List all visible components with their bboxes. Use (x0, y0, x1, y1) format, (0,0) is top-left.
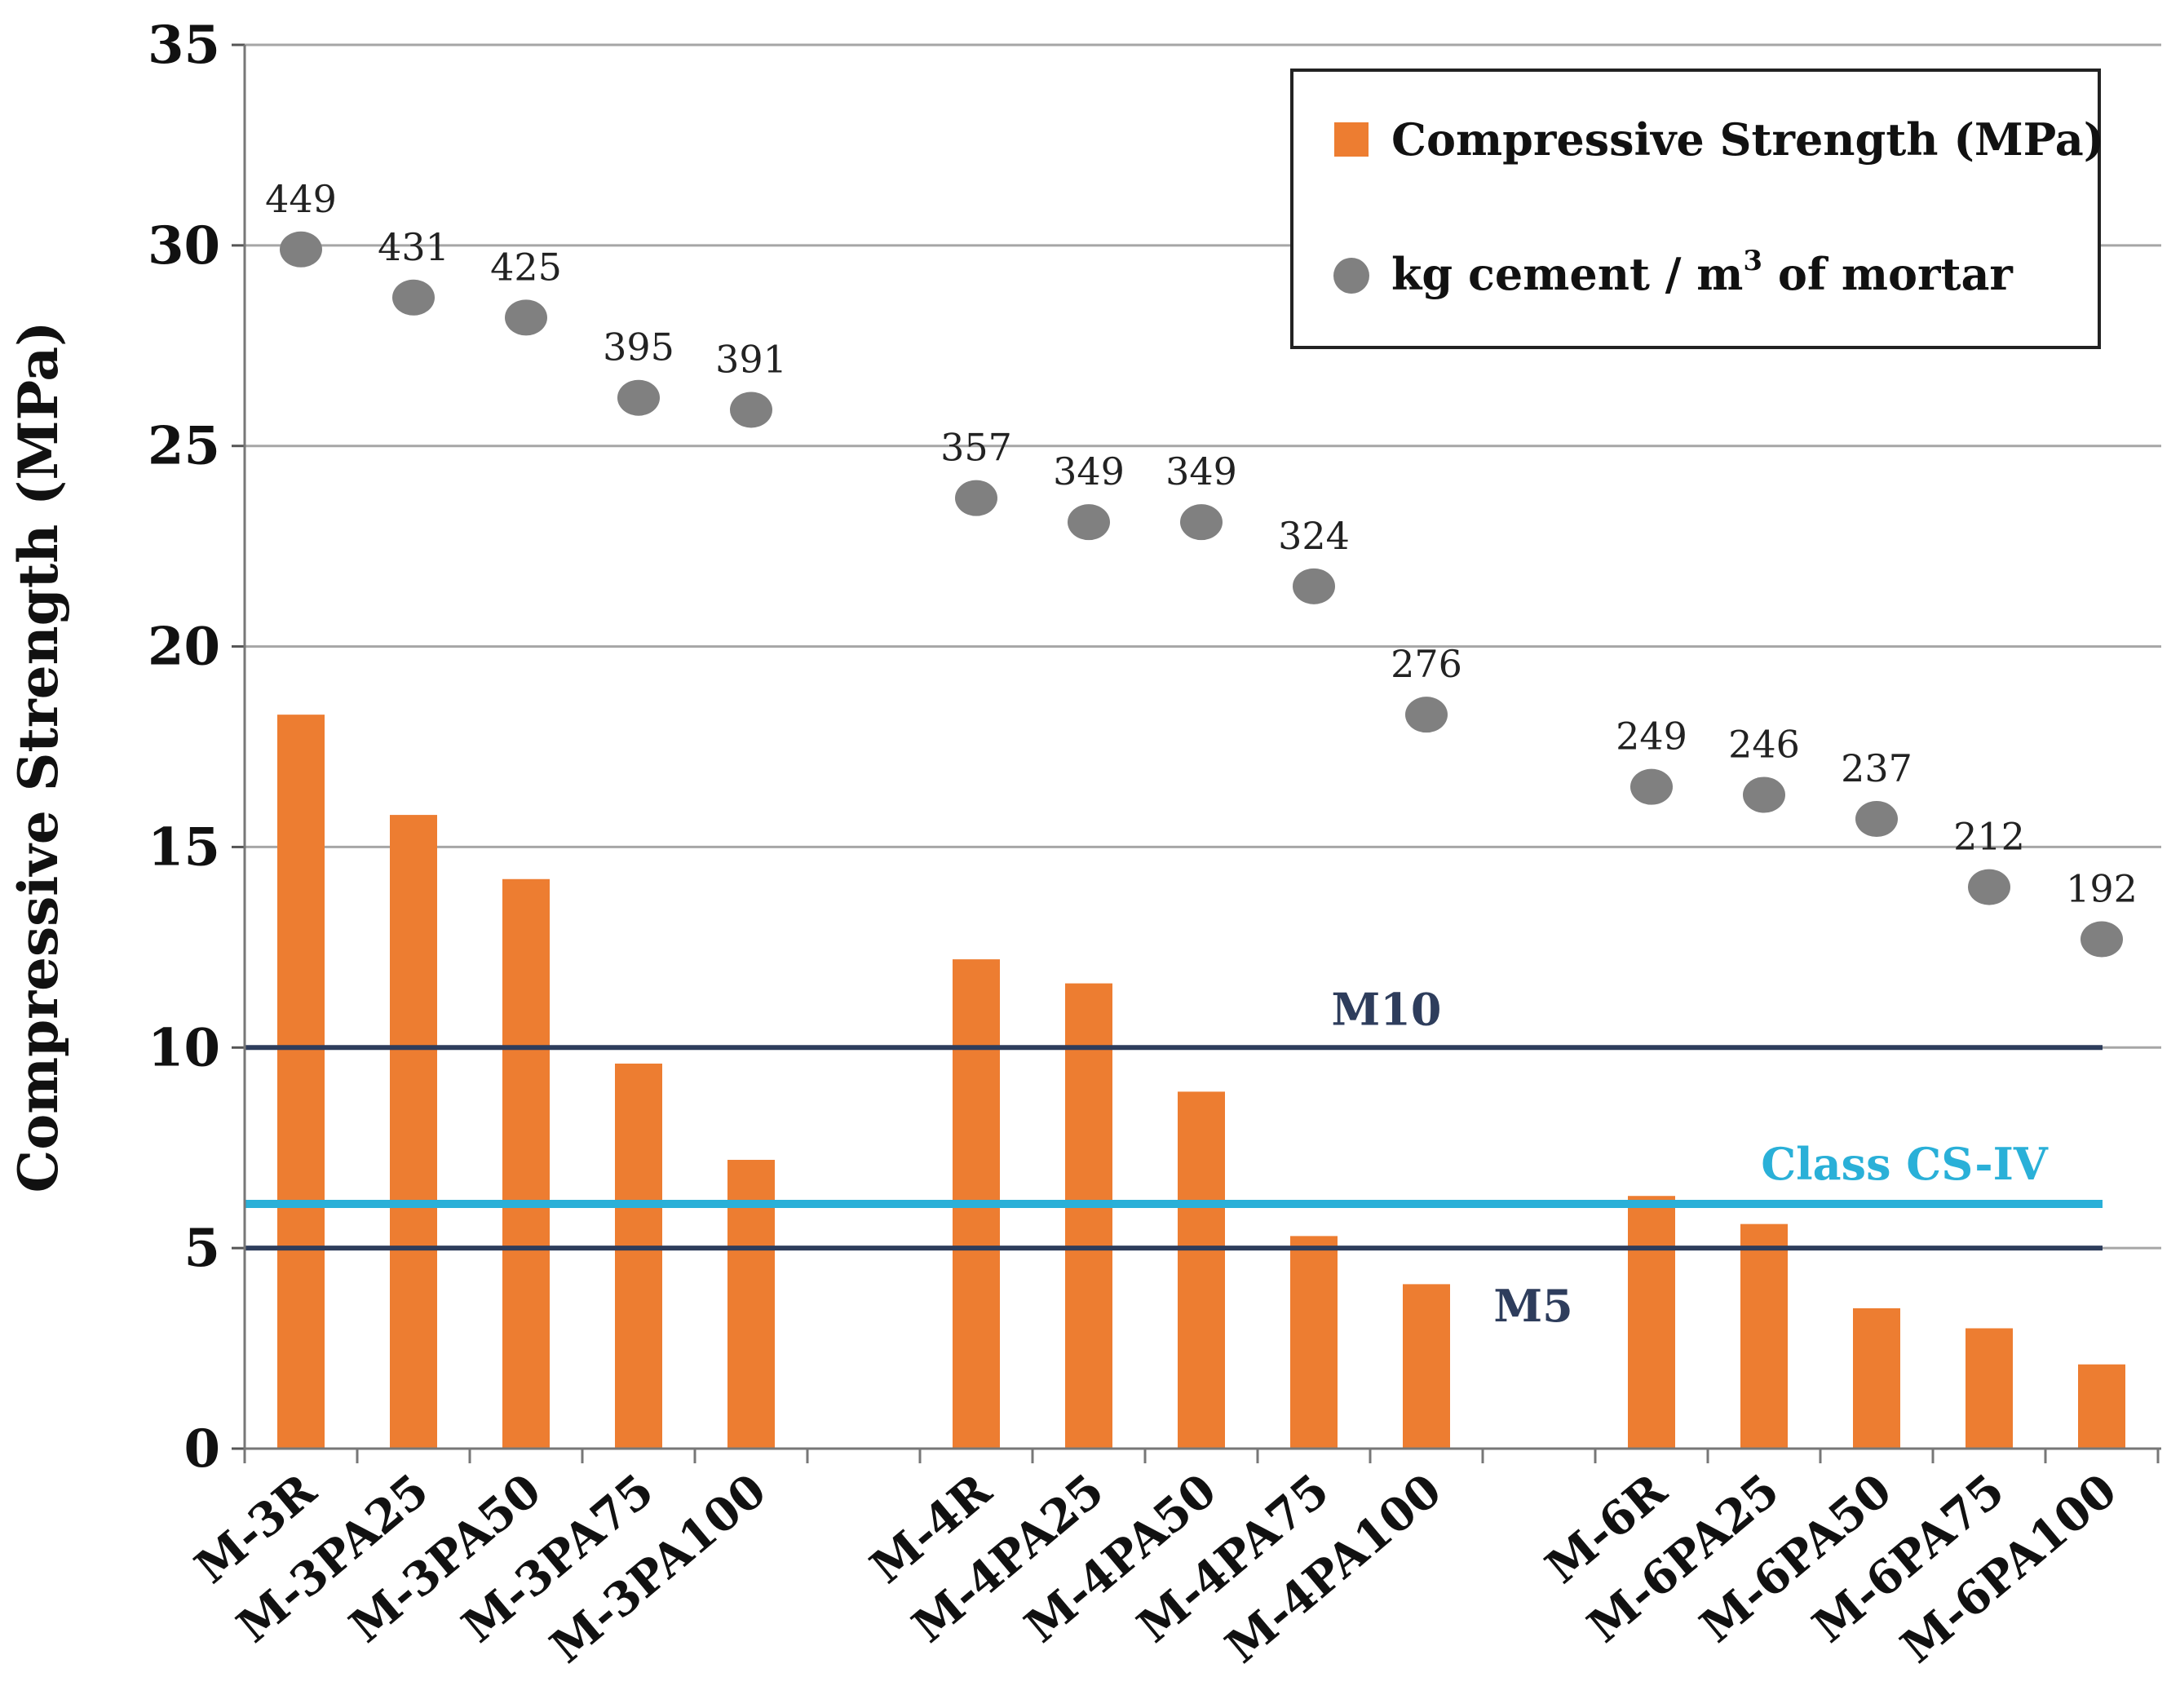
bar (1853, 1308, 1900, 1449)
bar (2078, 1364, 2125, 1449)
y-tick-label: 35 (148, 15, 220, 76)
point-data-label: 449 (265, 177, 337, 221)
bar (390, 815, 437, 1449)
y-tick-label: 0 (184, 1418, 220, 1480)
point (730, 392, 772, 428)
reference-line-label: Class CS-IV (1761, 1138, 2049, 1190)
reference-lines: M10 Class CS-IV M5 (245, 983, 2103, 1332)
bars (277, 715, 2125, 1449)
points: 449 431 425 395 391 357 349 349 324 276 249 246 237 2… (265, 177, 2138, 958)
point (955, 480, 997, 516)
y-axis-label: Compressive Strength (MPa) (7, 321, 70, 1193)
point (1068, 504, 1110, 541)
point-data-label: 324 (1278, 514, 1350, 558)
legend: Compressive Strength (MPa) kg cement / m… (1290, 69, 2104, 349)
bar (1403, 1284, 1450, 1449)
point-data-label: 395 (603, 325, 674, 369)
point (1180, 504, 1223, 541)
bar (1966, 1328, 2013, 1449)
point (617, 379, 660, 416)
axes (243, 45, 2161, 1463)
point (1743, 777, 1785, 813)
point-data-label: 212 (1953, 815, 2025, 859)
point (280, 231, 322, 268)
point (1293, 568, 1335, 604)
y-axis-ticks: 0 5 10 15 20 25 30 35 (148, 15, 245, 1480)
point (1630, 768, 1673, 805)
bar (1290, 1236, 1338, 1449)
bar (1740, 1223, 1788, 1449)
point-data-label: 425 (490, 245, 562, 289)
point-data-label: 349 (1165, 449, 1237, 493)
y-tick-label: 5 (184, 1218, 220, 1279)
y-tick-label: 25 (148, 416, 220, 477)
point-data-label: 391 (715, 337, 787, 381)
point-data-label: 431 (378, 225, 449, 269)
point (2081, 921, 2123, 958)
point-data-label: 192 (2066, 867, 2138, 911)
point-data-label: 349 (1053, 449, 1125, 493)
legend-point-label-sup: 3 (1743, 245, 1762, 277)
bar (1065, 983, 1112, 1449)
point (1968, 869, 2010, 905)
bar (1628, 1196, 1675, 1449)
bar (502, 878, 550, 1449)
legend-bar-label: Compressive Strength (MPa) (1391, 113, 2104, 166)
legend-bar-swatch (1334, 122, 1369, 157)
y-tick-label: 20 (148, 617, 220, 678)
legend-point-label: kg cement / m3 of mortar (1391, 245, 2013, 300)
y-tick-label: 30 (148, 215, 220, 277)
point (1405, 697, 1448, 733)
y-tick-label: 15 (148, 816, 220, 878)
bar (1178, 1091, 1225, 1449)
point-data-label: 249 (1616, 715, 1687, 759)
reference-line-label: M10 (1332, 983, 1442, 1035)
point-data-label: 237 (1841, 746, 1912, 790)
legend-point-label-main: kg cement / m (1391, 248, 1743, 300)
bar (277, 715, 325, 1449)
point (1855, 801, 1898, 838)
legend-point-swatch (1333, 258, 1369, 294)
point-data-label: 246 (1728, 723, 1800, 767)
point-data-label: 276 (1391, 642, 1462, 686)
reference-line-label: M5 (1493, 1280, 1572, 1332)
legend-box (1290, 69, 2101, 349)
point-data-label: 357 (940, 426, 1012, 470)
point (505, 299, 547, 336)
bar (615, 1063, 662, 1449)
y-tick-label: 10 (148, 1017, 220, 1078)
legend-point-label-suffix: of mortar (1762, 248, 2013, 300)
point (392, 279, 435, 316)
